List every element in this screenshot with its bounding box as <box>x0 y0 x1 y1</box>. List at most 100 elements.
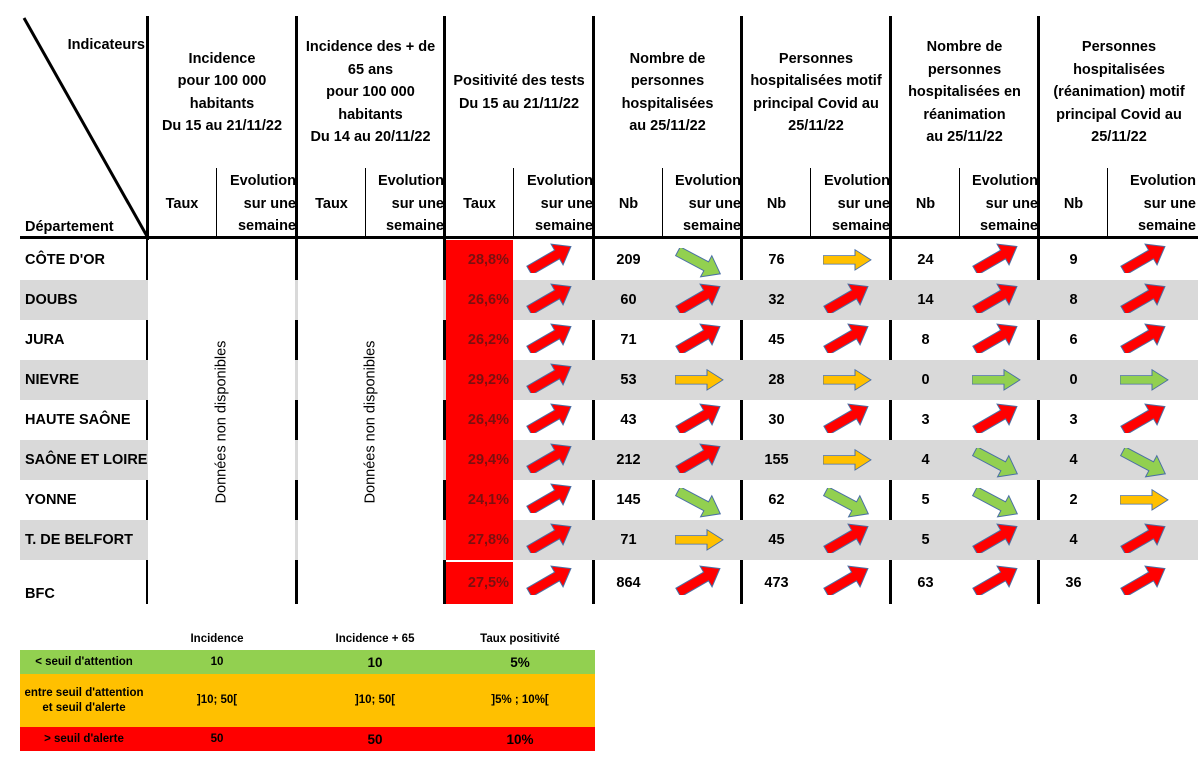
subheader-evolution-line: semaine <box>831 218 890 235</box>
incidence-unavailable-text: Données non disponibles <box>213 340 230 504</box>
rea-covid-value: 3 <box>1069 412 1078 428</box>
subheader-evolution: Evolution sur une semaine <box>962 170 1038 238</box>
header-line: au 25/11/22 <box>629 118 706 134</box>
legend-row-value: 10 <box>210 655 224 668</box>
header-departement: Département <box>25 218 114 235</box>
trend-arrow-up-icon <box>972 403 1022 436</box>
rea-covid-value: 2 <box>1069 492 1078 508</box>
rea-covid-value: 8 <box>1069 292 1078 308</box>
row-departement: HAUTE SAÔNE <box>25 412 131 428</box>
trend-arrow-down-icon <box>971 486 1022 518</box>
legend-row-label: < seuil d'attention <box>35 655 133 668</box>
header-line: Personnes <box>1081 39 1157 56</box>
header-line: Nombre de <box>926 39 1003 56</box>
row-departement: DOUBS <box>25 292 78 308</box>
header-line: 65 ans <box>347 61 394 78</box>
legend-row <box>20 727 595 751</box>
trend-arrow-up-icon <box>1120 403 1170 436</box>
header-line: habitants <box>189 95 255 112</box>
rea-covid-value: 6 <box>1069 332 1078 348</box>
header-group-hospitalisees: Nombre de personnes hospitalisées au 25/11/… <box>595 30 740 155</box>
trend-arrow-up-icon <box>675 565 725 598</box>
subheader-nb: Nb <box>1063 195 1084 212</box>
header-line: personnes <box>630 73 705 89</box>
subheader-taux: Taux <box>463 195 496 212</box>
hosp-value: 212 <box>616 452 641 468</box>
trend-arrow-down-icon <box>1119 446 1170 478</box>
header-line: pour 100 000 <box>326 84 415 101</box>
legend-row <box>20 674 595 727</box>
rea-value: 14 <box>917 292 934 308</box>
trend-arrow-up-icon <box>972 243 1022 276</box>
header-group-rea-covid: Personnes hospitalisées (réanimation) moti… <box>1040 30 1198 155</box>
rea-value: 5 <box>921 532 930 548</box>
trend-arrow-flat-green-icon <box>971 365 1022 395</box>
legend-row-value: 10% <box>506 731 534 747</box>
subheader-evolution: Evolution sur une semaine <box>813 170 890 238</box>
subheader-evolution-line: Evolution <box>229 173 296 190</box>
subheader-evolution-line: sur une <box>540 195 593 212</box>
incidence65-unavailable-cell: Données non disponibles <box>298 240 443 604</box>
subheader-evolution-line: sur une <box>243 195 296 212</box>
trend-arrow-down-icon <box>674 486 725 518</box>
subheader-evolution-line: semaine <box>237 218 296 235</box>
trend-arrow-up-icon <box>675 443 725 476</box>
header-group-incidence65: Incidence des + de 65 ans pour 100 000 habi… <box>298 30 443 155</box>
positivity-value: 24,1% <box>446 480 513 520</box>
trend-arrow-down-icon <box>674 246 725 278</box>
hosp-value: 71 <box>620 532 637 548</box>
trend-arrow-flat-icon <box>674 525 725 555</box>
trend-arrow-up-icon <box>526 443 576 476</box>
trend-arrow-up-icon <box>526 243 576 276</box>
trend-arrow-up-icon <box>675 403 725 436</box>
subheader-evolution-line: sur une <box>688 195 741 212</box>
header-line: principal Covid au <box>753 95 879 112</box>
covid-value: 62 <box>768 492 785 508</box>
trend-arrow-up-icon <box>526 363 576 396</box>
row-departement: NIEVRE <box>25 372 79 388</box>
header-line: 25/11/22 <box>788 118 844 134</box>
covid-value: 32 <box>768 292 785 308</box>
row-departement: BFC <box>25 586 55 602</box>
hosp-value: 43 <box>620 412 637 428</box>
trend-arrow-down-icon <box>822 486 873 518</box>
covid-value: 473 <box>764 575 789 591</box>
trend-arrow-up-icon <box>972 523 1022 556</box>
trend-arrow-up-icon <box>526 483 576 516</box>
legend-header: Taux positivité <box>480 632 560 645</box>
rea-covid-value: 36 <box>1065 575 1082 591</box>
hosp-value: 60 <box>620 292 637 308</box>
trend-arrow-up-icon <box>526 403 576 436</box>
hosp-value: 53 <box>620 372 637 388</box>
positivity-value: 26,6% <box>446 280 513 320</box>
header-line: hospitalisées en <box>908 84 1021 101</box>
header-group-incidence: Incidence pour 100 000 habitants Du 15 au 2… <box>149 30 295 155</box>
legend-row-value: 50 <box>210 732 224 745</box>
header-line: Du 15 au 21/11/22 <box>458 95 580 112</box>
covid-value: 155 <box>764 452 789 468</box>
covid-value: 45 <box>768 332 785 348</box>
trend-arrow-up-icon <box>1120 323 1170 356</box>
header-line: principal Covid au <box>1056 106 1182 123</box>
header-line: hospitalisées <box>621 95 714 112</box>
subheader-evolution: Evolution sur une semaine <box>219 170 296 238</box>
subheader-nb: Nb <box>915 195 936 212</box>
hosp-value: 71 <box>620 332 637 348</box>
hosp-value: 145 <box>616 492 641 508</box>
row-departement: T. DE BELFORT <box>25 532 133 548</box>
positivity-value: 26,2% <box>446 320 513 360</box>
subheader-evolution-line: sur une <box>391 195 444 212</box>
rea-value: 8 <box>921 332 930 348</box>
subheader-evolution-line: Evolution <box>526 173 593 190</box>
legend-row-value: 50 <box>367 731 383 747</box>
trend-arrow-up-icon <box>972 565 1022 598</box>
subheader-evolution: Evolution sur une semaine <box>368 170 444 238</box>
legend-row-label: entre seuil d'attention et seuil d'alert… <box>24 686 144 714</box>
header-line: (réanimation) motif <box>1053 84 1185 101</box>
subheader-evolution: Evolution sur une semaine <box>665 170 741 238</box>
trend-arrow-up-icon <box>675 283 725 316</box>
header-group-positivite: Positivité des tests Du 15 au 21/11/22 <box>446 30 592 155</box>
subheader-evolution-line: Evolution <box>377 173 444 190</box>
trend-arrow-up-icon <box>526 283 576 316</box>
subheader-nb: Nb <box>618 195 639 212</box>
